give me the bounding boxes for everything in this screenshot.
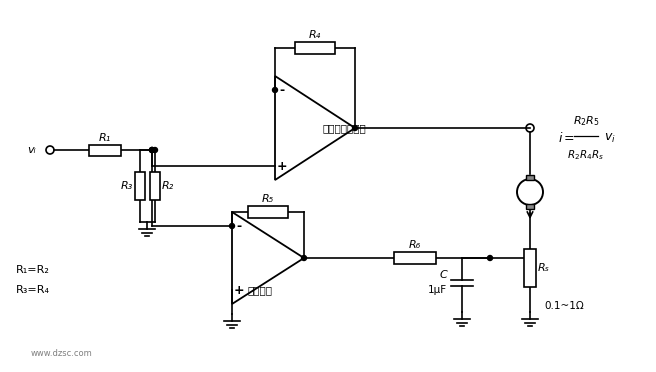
- Bar: [295, 42, 335, 54]
- Circle shape: [352, 125, 358, 131]
- Text: R₄: R₄: [309, 30, 321, 40]
- Text: 电流反馈: 电流反馈: [247, 285, 272, 295]
- Circle shape: [527, 256, 533, 260]
- Bar: [248, 206, 288, 218]
- Text: 1μF: 1μF: [428, 285, 447, 295]
- Text: -: -: [279, 83, 285, 96]
- Text: +: +: [277, 160, 287, 173]
- Text: R₃: R₃: [121, 181, 133, 191]
- Text: www.dzsc.com: www.dzsc.com: [31, 350, 93, 359]
- Text: vᵢ: vᵢ: [28, 145, 36, 155]
- Circle shape: [487, 256, 493, 260]
- Bar: [135, 172, 145, 200]
- Bar: [526, 175, 534, 180]
- Bar: [526, 204, 534, 209]
- Circle shape: [272, 87, 277, 93]
- Text: R₃=R₄: R₃=R₄: [16, 285, 50, 295]
- Circle shape: [150, 148, 155, 153]
- Circle shape: [302, 256, 306, 260]
- Bar: [394, 252, 436, 264]
- Text: 功率运算放大器: 功率运算放大器: [323, 123, 367, 133]
- Text: R₁: R₁: [99, 132, 111, 142]
- Text: $i=$: $i=$: [558, 131, 575, 145]
- Circle shape: [150, 148, 155, 153]
- Text: C: C: [440, 270, 447, 280]
- Text: 0.1~1Ω: 0.1~1Ω: [544, 301, 584, 311]
- Circle shape: [152, 148, 157, 153]
- Text: R₆: R₆: [409, 240, 421, 250]
- Text: +: +: [234, 283, 244, 296]
- Text: R₁=R₂: R₁=R₂: [16, 265, 50, 275]
- Text: R₅: R₅: [262, 194, 274, 204]
- Text: $R_2R_5$: $R_2R_5$: [573, 114, 600, 128]
- Text: -: -: [236, 219, 241, 232]
- Bar: [89, 144, 121, 155]
- Circle shape: [230, 224, 234, 228]
- Text: $v_i$: $v_i$: [604, 131, 616, 145]
- Text: $R_2R_4R_s$: $R_2R_4R_s$: [567, 148, 605, 162]
- Circle shape: [150, 148, 155, 153]
- Bar: [150, 172, 160, 200]
- Text: Rₛ: Rₛ: [538, 263, 550, 273]
- Bar: [524, 249, 536, 287]
- Text: R₂: R₂: [162, 181, 174, 191]
